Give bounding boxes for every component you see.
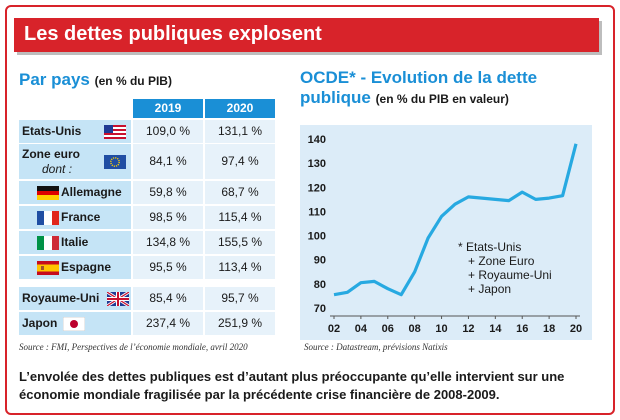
- value-2019: 59,8 %: [133, 181, 203, 204]
- table-heading-unit: (en % du PIB): [94, 74, 172, 88]
- es-flag-icon: [37, 261, 59, 275]
- uk-flag-icon: [107, 292, 129, 306]
- debt-line-chart: 70 80 90 100 110 120 130 140 02 04 06 08 10 12 14 16 18…: [300, 125, 592, 340]
- x-tick-label: 18: [543, 323, 555, 335]
- title-bar: Les dettes publiques explosent: [14, 18, 599, 52]
- x-tick-label: 04: [355, 323, 368, 335]
- table-heading-text: Par pays: [19, 70, 90, 89]
- table-source: Source : FMI, Perspectives de l’économie…: [19, 342, 248, 352]
- row-label: Italie: [19, 231, 131, 254]
- annotation-line: + Zone Euro: [468, 254, 535, 268]
- chart-annotation: * Etats-Unis + Zone Euro + Royaume-Uni +…: [458, 240, 552, 296]
- table-row: Zone euro dont : 84,1 % 97,4 %: [19, 144, 275, 180]
- row-label-text: Italie: [61, 235, 89, 249]
- table-row: Espagne 95,5 % 113,4 %: [19, 256, 275, 280]
- jp-flag-icon: [63, 317, 85, 331]
- fr-flag-icon: [37, 211, 59, 225]
- row-label-text: Allemagne: [61, 185, 122, 199]
- main-title: Les dettes publiques explosent: [24, 23, 322, 45]
- annotation-line: + Royaume-Uni: [468, 268, 552, 282]
- value-2020: 251,9 %: [205, 312, 275, 335]
- footer-caption: L’envolée des dettes publiques est d’aut…: [19, 369, 565, 402]
- value-2020: 68,7 %: [205, 181, 275, 204]
- row-label-text: Zone euro: [22, 147, 81, 161]
- value-2019: 109,0 %: [133, 120, 203, 143]
- row-label: France: [19, 206, 131, 229]
- row-label: Allemagne: [19, 181, 131, 204]
- value-2020: 97,4 %: [205, 144, 275, 179]
- x-tick-label: 10: [435, 323, 447, 335]
- row-label-text: Etats-Unis: [22, 124, 82, 138]
- table-header-row: 2019 2020: [19, 99, 275, 123]
- row-label: Etats-Unis: [19, 120, 131, 143]
- row-sublabel: dont :: [42, 162, 73, 176]
- us-flag-icon: [104, 125, 126, 139]
- y-axis: 70 80 90 100 110 120 130 140: [308, 134, 326, 315]
- value-2019: 237,4 %: [133, 312, 203, 335]
- value-2020: 95,7 %: [205, 287, 275, 310]
- col-header-2020: 2020: [205, 99, 275, 118]
- table-row: France 98,5 % 115,4 %: [19, 206, 275, 230]
- value-2019: 84,1 %: [133, 144, 203, 179]
- row-label: Espagne: [19, 256, 131, 279]
- x-tick-label: 14: [489, 323, 502, 335]
- chart-heading: OCDE* - Evolution de la dette publique (…: [300, 68, 537, 109]
- value-2020: 113,4 %: [205, 256, 275, 279]
- y-tick-label: 130: [308, 158, 326, 170]
- it-flag-icon: [37, 236, 59, 250]
- value-2020: 115,4 %: [205, 206, 275, 229]
- chart-heading-line2: publique: [300, 88, 371, 107]
- series-line: [333, 143, 578, 297]
- value-2020: 155,5 %: [205, 231, 275, 254]
- y-tick-label: 70: [314, 303, 326, 315]
- x-tick-label: 06: [382, 323, 394, 335]
- row-label: Royaume-Uni: [19, 287, 131, 310]
- table-row: Etats-Unis 109,0 % 131,1 %: [19, 120, 275, 144]
- row-label-text: France: [61, 210, 101, 224]
- x-axis: 02 04 06 08 10 12 14 16 18 20: [328, 315, 582, 335]
- y-tick-label: 120: [308, 182, 326, 194]
- x-tick-label: 16: [516, 323, 528, 335]
- table-heading: Par pays (en % du PIB): [19, 70, 172, 91]
- table-row: Japon 237,4 % 251,9 %: [19, 312, 275, 336]
- x-tick-label: 12: [462, 323, 474, 335]
- col-header-2019: 2019: [133, 99, 203, 118]
- x-tick-label: 08: [409, 323, 421, 335]
- chart-heading-unit: (en % du PIB en valeur): [375, 92, 509, 106]
- y-tick-label: 140: [308, 134, 326, 146]
- value-2020: 131,1 %: [205, 120, 275, 143]
- row-label-text: Espagne: [61, 260, 112, 274]
- annotation-line: * Etats-Unis: [458, 240, 522, 254]
- table-row: Royaume-Uni 85,4 % 95,7 %: [19, 287, 275, 311]
- value-2019: 85,4 %: [133, 287, 203, 310]
- y-tick-label: 80: [314, 279, 326, 291]
- y-tick-label: 90: [314, 255, 326, 267]
- table-row: Allemagne 59,8 % 68,7 %: [19, 181, 275, 205]
- x-tick-label: 20: [570, 323, 582, 335]
- value-2019: 95,5 %: [133, 256, 203, 279]
- chart-panel: [300, 125, 592, 340]
- chart-source: Source : Datastream, prévisions Natixis: [304, 342, 448, 352]
- y-tick-label: 100: [308, 231, 326, 243]
- row-label-text: Japon: [22, 316, 58, 330]
- table-row: Italie 134,8 % 155,5 %: [19, 231, 275, 255]
- value-2019: 134,8 %: [133, 231, 203, 254]
- row-label-text: Royaume-Uni: [22, 291, 100, 305]
- y-tick-label: 110: [308, 206, 326, 218]
- de-flag-icon: [37, 186, 59, 200]
- annotation-line: + Japon: [468, 282, 512, 296]
- value-2019: 98,5 %: [133, 206, 203, 229]
- chart-heading-line1: OCDE* - Evolution de la dette: [300, 68, 538, 87]
- eu-flag-icon: [104, 155, 126, 169]
- x-tick-label: 02: [328, 323, 340, 335]
